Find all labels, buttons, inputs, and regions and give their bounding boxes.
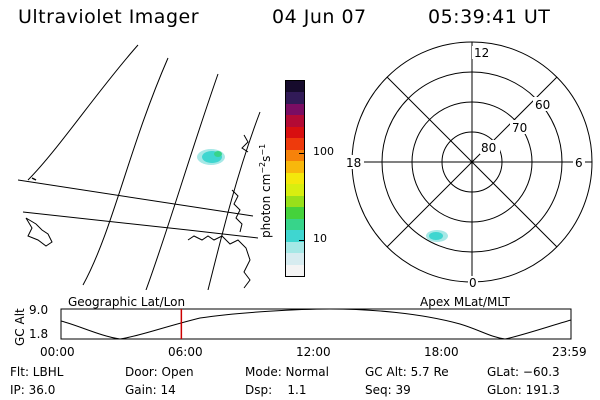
timeline-y-tick-bottom: 1.8: [29, 327, 49, 341]
colorbar-segment: [286, 195, 304, 208]
aurora-patch: [426, 230, 448, 242]
altitude-curve: [60, 308, 572, 340]
timeline-x-tick: 06:00: [168, 345, 203, 359]
timeline-x-tick: 23:59: [552, 345, 587, 359]
colorbar-segment: [286, 184, 304, 196]
info-door: Door: Open: [125, 365, 194, 379]
info-seq: Seq: 39: [365, 383, 411, 397]
map-lat-arc: [207, 111, 261, 290]
geographic-map: [18, 44, 261, 290]
coastline: [187, 235, 251, 289]
timeline-y-tick-top: 9.0: [29, 303, 49, 317]
coastline: [31, 177, 37, 181]
info-ip: IP: 36.0: [10, 383, 56, 397]
info-glat: GLat: −60.3: [487, 365, 560, 379]
info-glon: GLon: 191.3: [487, 383, 560, 397]
colorbar-segment: [286, 161, 304, 173]
map-lat-arc: [27, 44, 139, 181]
polar-axis: [386, 76, 558, 248]
unit-exponent: −2: [258, 161, 267, 174]
colorbar-segment: [286, 81, 304, 93]
unit-text: s: [259, 155, 273, 162]
colorbar-segment: [286, 103, 304, 116]
coastline: [25, 217, 53, 247]
app-title: Ultraviolet Imager: [18, 6, 200, 28]
hour-label-18: 18: [346, 156, 361, 170]
info-gain: Gain: 14: [125, 383, 176, 397]
colorbar-segment: [286, 218, 304, 231]
coastline: [241, 134, 249, 153]
colorbar-segment: [286, 230, 304, 242]
map-lat-arc: [82, 57, 169, 286]
hour-label-6: 6: [575, 156, 583, 170]
polar-plot: 12 18 6 0 60 70 80: [344, 41, 593, 290]
colorbar: [285, 80, 305, 277]
coastline: [231, 189, 243, 233]
colorbar-segment: [286, 149, 304, 162]
unit-text: photon cm: [259, 173, 273, 238]
colorbar-segment: [286, 264, 304, 276]
lat-label-60: 60: [535, 98, 550, 112]
colorbar-segment: [286, 241, 304, 254]
map-lat-arc: [145, 73, 219, 290]
aurora-patch: [197, 149, 225, 165]
hour-label-0: 0: [469, 276, 477, 290]
colorbar-unit-label: photon cm−2s−1: [258, 144, 273, 238]
timeline-x-tick: 00:00: [40, 345, 75, 359]
timeline-right-title: Apex MLat/MLT: [420, 295, 510, 309]
unit-exponent: −1: [258, 143, 267, 156]
colorbar-segment: [286, 253, 304, 265]
info-flt: Flt: LBHL: [10, 365, 64, 379]
colorbar-tick-label: 100: [313, 144, 334, 158]
colorbar-tick-mark: [299, 239, 305, 241]
timeline-y-axis-label: GC Alt: [13, 308, 27, 346]
date-label: 04 Jun 07: [272, 6, 367, 28]
colorbar-segment: [286, 207, 304, 219]
info-dsp: Dsp: 1.1: [245, 383, 307, 397]
map-lon-line: [18, 179, 254, 217]
colorbar-segment: [286, 115, 304, 127]
map-lon-line: [22, 211, 259, 239]
colorbar-segment: [286, 138, 304, 150]
info-mode: Mode: Normal: [245, 365, 329, 379]
timeline-left-title: Geographic Lat/Lon: [68, 295, 186, 309]
timeline-x-tick: 12:00: [296, 345, 331, 359]
timeline-frame: [60, 308, 572, 340]
colorbar-segment: [286, 126, 304, 139]
timeline-x-tick: 18:00: [424, 345, 459, 359]
time-label: 05:39:41 UT: [428, 6, 551, 28]
lat-label-80: 80: [481, 141, 496, 155]
colorbar-segment: [286, 172, 304, 185]
colorbar-segment: [286, 92, 304, 104]
altitude-timeline: [60, 308, 572, 340]
colorbar-tick-mark: [299, 152, 305, 154]
info-gc-alt: GC Alt: 5.7 Re: [365, 365, 449, 379]
colorbar-ticks: 100 10: [299, 80, 345, 277]
colorbar-tick-label: 10: [313, 231, 327, 245]
lat-label-70: 70: [512, 121, 527, 135]
hour-label-12: 12: [474, 46, 489, 60]
